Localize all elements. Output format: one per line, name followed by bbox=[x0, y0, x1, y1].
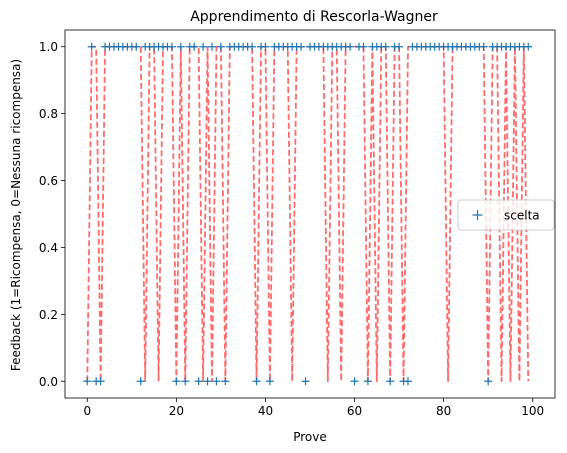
data-point-scelta bbox=[404, 377, 412, 386]
data-point-scelta bbox=[221, 377, 230, 386]
y-axis-label: Feedback (1=Ricompensa, 0=Nessuna ricomp… bbox=[9, 59, 23, 371]
data-point-scelta bbox=[136, 377, 145, 386]
x-tick-label: 20 bbox=[169, 404, 184, 418]
data-point-scelta bbox=[350, 377, 359, 386]
y-axis-ticks: 0.0 0.2 0.4 0.6 0.8 1.0 bbox=[39, 40, 65, 389]
data-point-scelta bbox=[265, 377, 274, 386]
legend: scelta bbox=[457, 199, 555, 231]
data-point-scelta bbox=[381, 42, 390, 51]
data-point-scelta bbox=[208, 42, 216, 51]
y-tick-label: 0.8 bbox=[39, 107, 58, 121]
x-axis-label: Prove bbox=[293, 430, 327, 444]
data-point-scelta bbox=[524, 42, 533, 51]
data-point-scelta bbox=[132, 42, 141, 51]
data-point-scelta bbox=[194, 377, 203, 386]
data-point-scelta bbox=[297, 42, 306, 51]
x-tick-label: 80 bbox=[436, 404, 451, 418]
data-point-scelta bbox=[261, 42, 270, 51]
data-point-scelta bbox=[248, 42, 257, 51]
data-point-scelta bbox=[386, 377, 395, 386]
chart-title: Apprendimento di Rescorla-Wagner bbox=[190, 9, 438, 25]
data-point-scelta bbox=[359, 42, 368, 51]
data-point-scelta bbox=[252, 377, 261, 386]
data-point-scelta bbox=[363, 377, 372, 386]
data-point-scelta bbox=[484, 377, 493, 386]
legend-marker-scelta bbox=[472, 210, 483, 220]
y-tick-label: 1.0 bbox=[39, 40, 58, 54]
y-tick-label: 0.0 bbox=[39, 375, 58, 389]
data-point-scelta bbox=[96, 377, 105, 386]
data-point-scelta bbox=[479, 42, 488, 51]
data-point-scelta bbox=[216, 42, 225, 51]
y-tick-label: 0.2 bbox=[39, 308, 58, 322]
data-point-scelta bbox=[212, 377, 221, 386]
y-tick-label: 0.6 bbox=[39, 174, 58, 188]
data-point-scelta bbox=[190, 42, 199, 51]
data-point-scelta bbox=[167, 42, 176, 51]
data-point-scelta bbox=[346, 42, 355, 51]
data-point-scelta bbox=[301, 377, 310, 386]
data-point-scelta bbox=[203, 377, 212, 386]
legend-label-scelta: scelta bbox=[504, 209, 540, 223]
x-tick-label: 40 bbox=[258, 404, 273, 418]
data-point-scelta bbox=[176, 42, 185, 51]
data-point-scelta bbox=[181, 377, 190, 386]
x-tick-label: 100 bbox=[521, 404, 544, 418]
y-tick-label: 0.4 bbox=[39, 241, 58, 255]
axes-frame bbox=[64, 29, 556, 399]
x-tick-label: 0 bbox=[83, 404, 91, 418]
data-point-scelta bbox=[199, 42, 208, 51]
x-axis-ticks: 0 20 40 60 80 100 bbox=[83, 398, 544, 418]
data-point-scelta bbox=[83, 377, 92, 386]
data-point-scelta bbox=[395, 42, 404, 51]
data-point-scelta bbox=[87, 42, 96, 51]
series-scelta-group bbox=[83, 42, 533, 386]
legend-box bbox=[457, 199, 555, 231]
x-tick-label: 60 bbox=[347, 404, 362, 418]
data-point-scelta bbox=[172, 377, 181, 386]
